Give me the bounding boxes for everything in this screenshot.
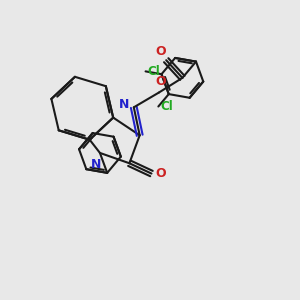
- Text: O: O: [156, 45, 166, 58]
- Text: N: N: [119, 98, 130, 111]
- Text: O: O: [155, 75, 166, 88]
- Text: N: N: [91, 158, 102, 171]
- Text: Cl: Cl: [148, 65, 160, 78]
- Text: Cl: Cl: [160, 100, 173, 113]
- Text: O: O: [155, 167, 166, 180]
